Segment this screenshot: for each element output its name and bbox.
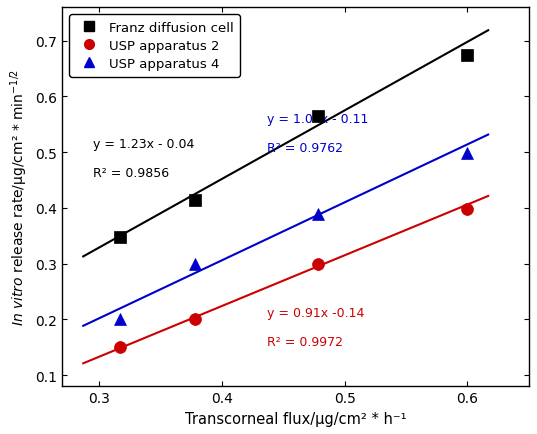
Text: y = 1.23x - 0.04: y = 1.23x - 0.04 bbox=[93, 138, 194, 151]
Point bbox=[313, 260, 322, 267]
Point bbox=[463, 52, 471, 59]
Point bbox=[116, 234, 125, 241]
Text: y = 1.04x - 0.11: y = 1.04x - 0.11 bbox=[267, 113, 369, 126]
Text: y = 0.91x -0.14: y = 0.91x -0.14 bbox=[267, 306, 365, 319]
X-axis label: Transcorneal flux/μg/cm² * h⁻¹: Transcorneal flux/μg/cm² * h⁻¹ bbox=[185, 411, 407, 426]
Text: R² = 0.9856: R² = 0.9856 bbox=[93, 167, 169, 180]
Text: R² = 0.9762: R² = 0.9762 bbox=[267, 142, 343, 155]
Point bbox=[313, 210, 322, 217]
Point bbox=[116, 316, 125, 323]
Point bbox=[463, 206, 471, 213]
Point bbox=[191, 316, 199, 323]
Point bbox=[191, 197, 199, 204]
Text: R² = 0.9972: R² = 0.9972 bbox=[267, 335, 343, 349]
Y-axis label: $\it{In\ vitro}$ release rate/μg/cm² * min$^{-1/2}$: $\it{In\ vitro}$ release rate/μg/cm² * m… bbox=[9, 69, 30, 326]
Point bbox=[313, 113, 322, 120]
Point bbox=[116, 344, 125, 351]
Legend: Franz diffusion cell, USP apparatus 2, USP apparatus 4: Franz diffusion cell, USP apparatus 2, U… bbox=[69, 15, 240, 78]
Point bbox=[463, 151, 471, 158]
Point bbox=[191, 260, 199, 267]
